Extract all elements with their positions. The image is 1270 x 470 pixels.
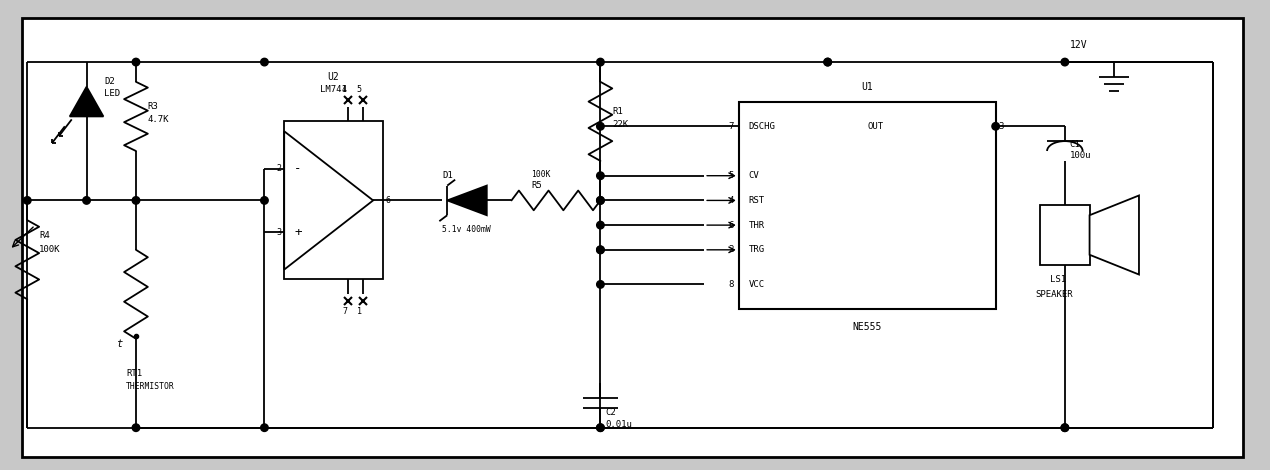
Bar (739, 102, 996, 309)
Circle shape (132, 58, 140, 66)
Text: 100u: 100u (1069, 151, 1091, 160)
Text: NE555: NE555 (852, 322, 881, 332)
Circle shape (597, 58, 605, 66)
Text: TRG: TRG (748, 245, 765, 254)
Text: t: t (117, 339, 122, 349)
Text: C1: C1 (1069, 140, 1081, 149)
Text: 6: 6 (386, 196, 391, 205)
Polygon shape (1090, 196, 1139, 274)
Polygon shape (447, 186, 486, 215)
Bar (284, 121, 384, 280)
Text: 5.1v 400mW: 5.1v 400mW (442, 225, 491, 234)
Circle shape (597, 221, 605, 229)
Text: VCC: VCC (748, 280, 765, 289)
Circle shape (24, 196, 30, 204)
Text: LED: LED (104, 89, 121, 98)
Circle shape (597, 172, 605, 180)
Circle shape (597, 196, 605, 204)
Text: 4.7K: 4.7K (147, 115, 169, 124)
Text: U1: U1 (861, 82, 872, 92)
Text: -: - (295, 162, 301, 175)
Text: U2: U2 (328, 72, 339, 82)
Circle shape (597, 281, 605, 288)
Text: 0.01u: 0.01u (606, 420, 632, 429)
Circle shape (132, 196, 140, 204)
Text: 12V: 12V (1069, 40, 1087, 50)
Text: 1: 1 (357, 306, 362, 315)
Text: R1: R1 (612, 107, 624, 116)
Text: 8: 8 (729, 280, 734, 289)
Text: 3: 3 (277, 227, 281, 236)
Text: R3: R3 (147, 102, 159, 111)
Text: THERMISTOR: THERMISTOR (126, 382, 175, 391)
Text: R5: R5 (531, 181, 542, 190)
Text: 5: 5 (729, 171, 734, 180)
Text: 22K: 22K (612, 120, 629, 129)
Circle shape (597, 196, 605, 204)
Text: 100K: 100K (39, 245, 61, 254)
Text: 7: 7 (729, 122, 734, 131)
Circle shape (597, 246, 605, 254)
Circle shape (824, 58, 832, 66)
Text: 7: 7 (342, 306, 347, 315)
Circle shape (260, 424, 268, 431)
Circle shape (597, 123, 605, 130)
Text: 2: 2 (277, 164, 281, 173)
Circle shape (824, 58, 832, 66)
Circle shape (597, 424, 605, 431)
Text: 4: 4 (342, 85, 347, 94)
Text: 5: 5 (357, 85, 362, 94)
Text: OUT: OUT (867, 122, 884, 131)
Polygon shape (70, 87, 103, 117)
Text: LM741: LM741 (320, 85, 347, 94)
Text: D1: D1 (442, 171, 453, 180)
Circle shape (260, 58, 268, 66)
Text: 6: 6 (729, 220, 734, 230)
Circle shape (132, 424, 140, 431)
Text: +: + (295, 226, 301, 239)
Text: THR: THR (748, 220, 765, 230)
Text: CV: CV (748, 171, 759, 180)
Circle shape (992, 123, 999, 130)
Circle shape (1062, 424, 1068, 431)
Text: D2: D2 (104, 78, 116, 86)
Text: RT1: RT1 (126, 369, 142, 378)
Text: 3: 3 (998, 122, 1005, 131)
Circle shape (1062, 58, 1068, 66)
Text: R4: R4 (39, 230, 50, 240)
Circle shape (597, 246, 605, 254)
Circle shape (260, 196, 268, 204)
Text: C2: C2 (606, 408, 616, 417)
Text: RST: RST (748, 196, 765, 205)
Text: SPEAKER: SPEAKER (1035, 290, 1073, 299)
Text: DSCHG: DSCHG (748, 122, 776, 131)
Text: 4: 4 (729, 196, 734, 205)
Polygon shape (284, 131, 373, 270)
Text: LS1: LS1 (1050, 275, 1066, 284)
Circle shape (83, 196, 90, 204)
Circle shape (597, 424, 605, 431)
Bar (1040, 205, 1090, 265)
Text: 2: 2 (729, 245, 734, 254)
Text: 100K: 100K (531, 170, 551, 179)
Circle shape (1062, 424, 1068, 431)
